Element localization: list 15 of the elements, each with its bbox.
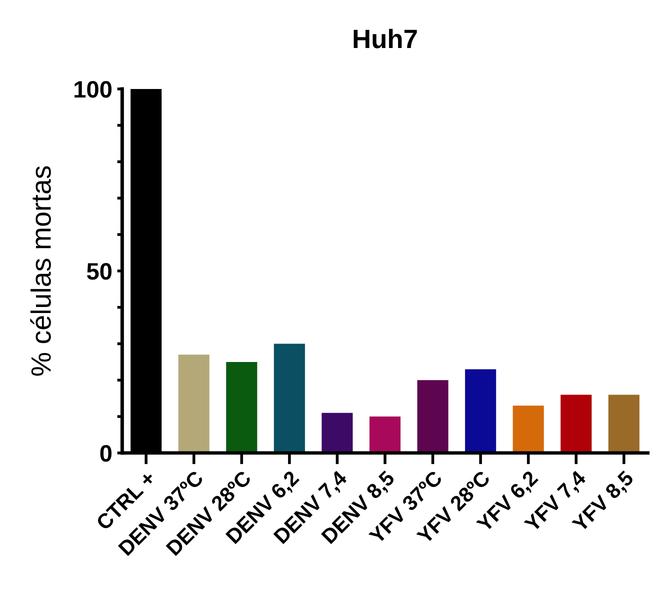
bar: [608, 394, 640, 453]
bar: [226, 362, 258, 453]
bar: [512, 406, 544, 453]
bar: [465, 369, 496, 453]
chart-title: Huh7: [354, 28, 417, 48]
y-axis-title: % células mortas: [30, 166, 51, 376]
y-tick-label: 0: [100, 445, 112, 462]
y-tick-label: 100: [74, 81, 112, 98]
y-tick-label: 50: [86, 263, 112, 280]
bar: [560, 394, 592, 453]
bar: [322, 412, 353, 453]
bar: [417, 380, 448, 453]
bar: [274, 344, 305, 453]
bar: [369, 416, 401, 453]
bar: [178, 354, 210, 453]
